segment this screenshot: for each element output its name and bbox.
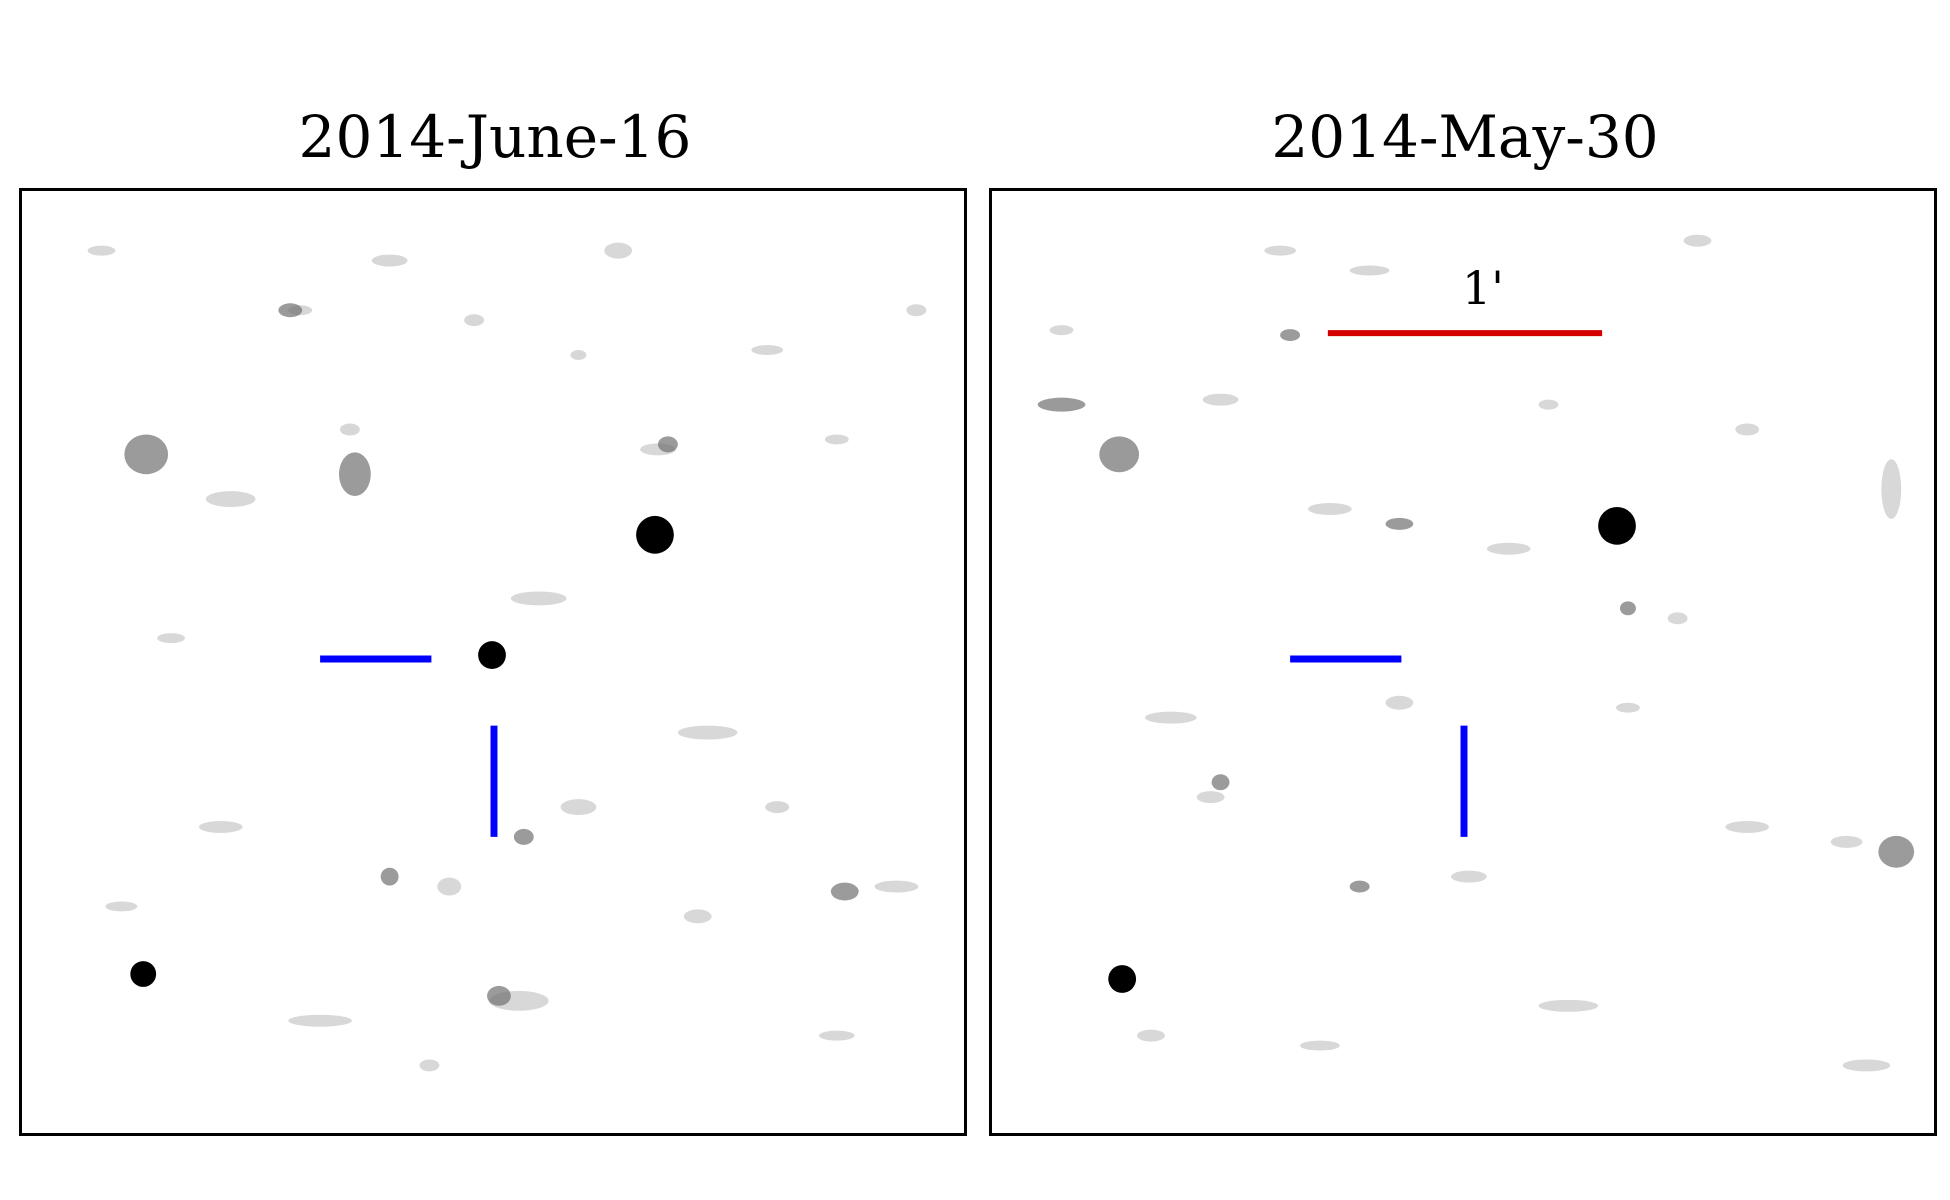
panel-title-left: 2014-June-16 <box>298 103 692 171</box>
sky-image-left <box>87 242 927 1072</box>
image-panel-right <box>989 188 1937 1136</box>
target-marker <box>320 655 498 837</box>
faint-sources <box>124 303 859 1006</box>
scale-bar-label: 1' <box>1462 261 1504 315</box>
faint-sources <box>1037 329 1915 893</box>
star-target <box>478 641 506 669</box>
target-marker <box>1290 655 1468 837</box>
star <box>1598 506 1636 545</box>
star <box>636 515 674 554</box>
image-panel-left <box>19 188 967 1136</box>
background-noise <box>87 242 927 1072</box>
star <box>130 961 157 987</box>
star <box>1108 965 1137 993</box>
background-noise <box>1049 234 1902 1072</box>
panel-title-right: 2014-May-30 <box>1271 103 1659 171</box>
stars <box>130 515 674 987</box>
sky-image-right <box>1037 234 1915 1072</box>
stars <box>1108 506 1636 993</box>
